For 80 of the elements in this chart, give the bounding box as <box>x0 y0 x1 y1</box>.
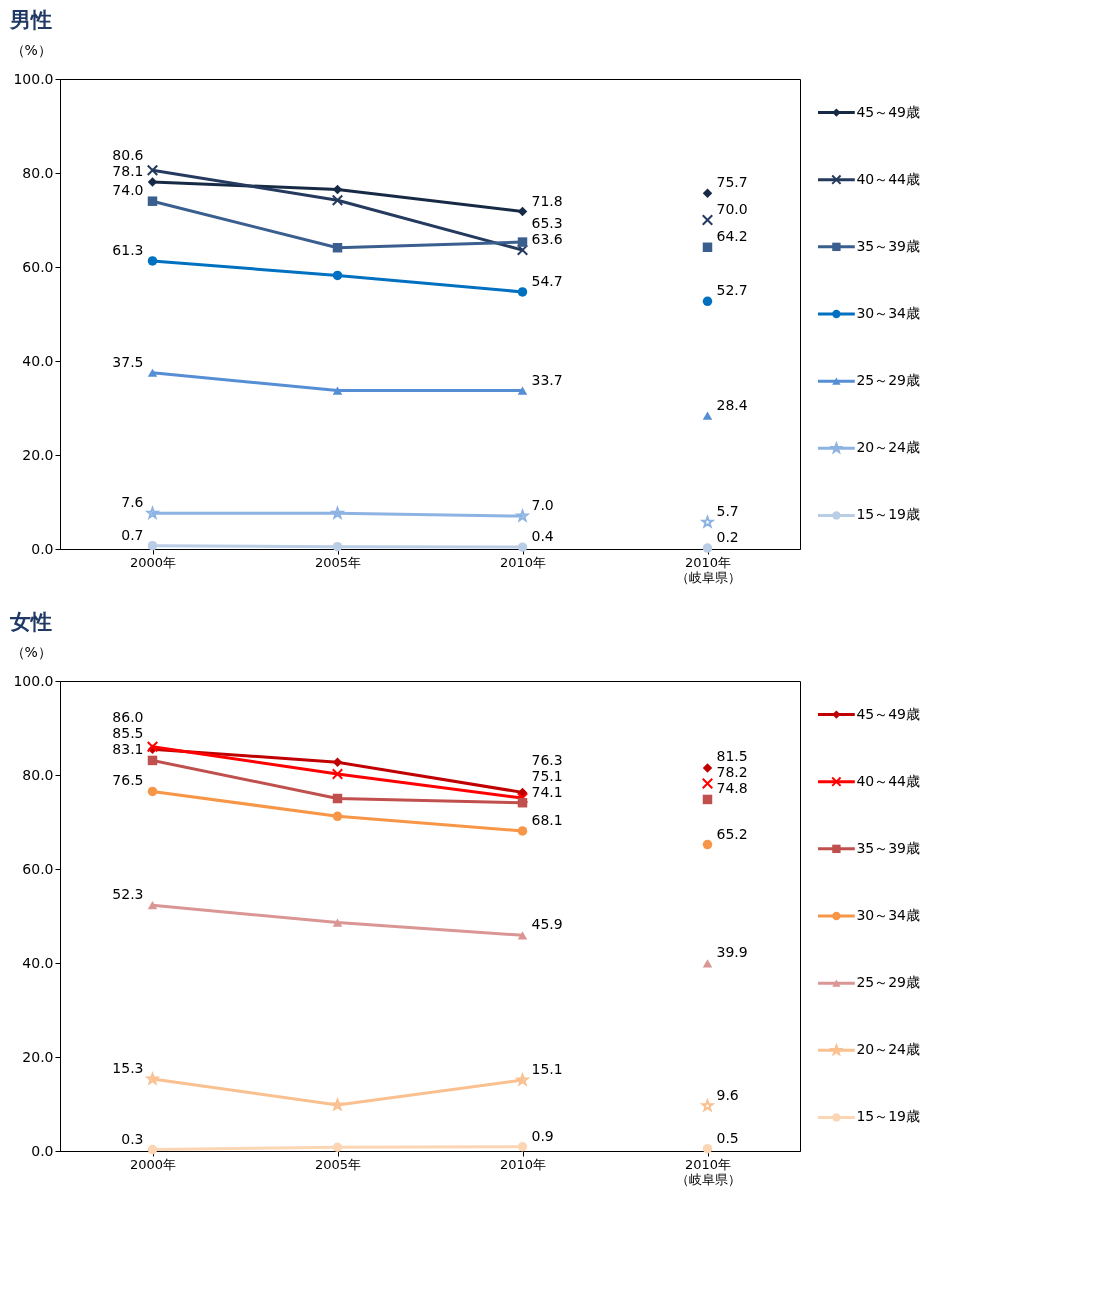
data-label: 0.4 <box>531 528 554 545</box>
y-axis-title: （%） <box>10 41 52 58</box>
y-tick-label: 80.0 <box>22 164 54 181</box>
data-label: 37.5 <box>112 353 144 370</box>
y-tick-label: 0.0 <box>31 540 54 557</box>
data-label: 86.0 <box>112 709 144 726</box>
data-label: 0.3 <box>121 1130 144 1147</box>
data-label: 52.7 <box>716 282 748 299</box>
chart-title: 男性 <box>8 7 52 32</box>
y-tick-label: 0.0 <box>31 1142 54 1159</box>
data-label: 39.9 <box>716 944 748 961</box>
legend-label: 15～19歳 <box>856 1108 921 1125</box>
data-label: 76.3 <box>531 751 563 768</box>
x-tick-label: 2005年 <box>314 1156 362 1172</box>
data-label: 63.6 <box>531 231 563 248</box>
data-label: 9.6 <box>716 1086 739 1103</box>
legend-label: 45～49歳 <box>856 103 921 120</box>
legend-label: 25～29歳 <box>856 372 921 389</box>
data-label: 0.9 <box>531 1127 554 1144</box>
legend-label: 45～49歳 <box>856 705 921 722</box>
data-label: 71.8 <box>531 192 563 209</box>
chart-title: 女性 <box>8 609 52 634</box>
data-label: 33.7 <box>531 371 563 388</box>
data-label: 76.5 <box>112 772 144 789</box>
y-tick-label: 20.0 <box>22 1048 54 1065</box>
legend-label: 20～24歳 <box>856 1041 921 1058</box>
y-tick-label: 60.0 <box>22 860 54 877</box>
y-tick-label: 60.0 <box>22 258 54 275</box>
y-tick-label: 40.0 <box>22 352 54 369</box>
data-label: 74.1 <box>531 783 563 800</box>
data-label: 0.5 <box>716 1129 739 1146</box>
data-label: 0.7 <box>121 526 144 543</box>
data-label: 28.4 <box>716 396 748 413</box>
legend-label: 25～29歳 <box>856 974 921 991</box>
data-label: 64.2 <box>716 228 748 245</box>
data-label: 7.0 <box>531 497 554 514</box>
x-tick-label: 2010年（岐阜県） <box>675 1156 741 1187</box>
data-label: 68.1 <box>531 811 563 828</box>
data-label: 78.1 <box>112 162 144 179</box>
data-label: 75.1 <box>531 767 563 784</box>
data-label: 81.5 <box>716 748 748 765</box>
data-label: 85.5 <box>112 725 144 742</box>
y-tick-label: 40.0 <box>22 954 54 971</box>
legend-label: 30～34歳 <box>856 907 921 923</box>
y-tick-label: 80.0 <box>22 766 54 783</box>
data-label: 83.1 <box>112 741 144 758</box>
y-tick-label: 100.0 <box>13 70 54 87</box>
y-tick-label: 100.0 <box>13 672 54 689</box>
data-label: 54.7 <box>531 272 563 289</box>
x-tick-label: 2010年（岐阜県） <box>675 554 741 585</box>
legend-label: 40～44歳 <box>856 772 921 789</box>
x-tick-label: 2000年 <box>129 1156 177 1172</box>
data-label: 74.0 <box>112 182 144 199</box>
data-label: 74.8 <box>716 780 748 797</box>
data-label: 65.3 <box>531 215 563 232</box>
data-label: 78.2 <box>716 764 748 781</box>
legend-label: 20～24歳 <box>856 439 921 456</box>
x-tick-label: 2005年 <box>314 554 362 570</box>
data-label: 52.3 <box>112 886 144 903</box>
data-label: 65.2 <box>716 825 748 842</box>
data-label: 80.6 <box>112 146 144 163</box>
legend-label: 35～39歳 <box>856 237 921 254</box>
data-label: 15.3 <box>112 1060 144 1077</box>
data-label: 70.0 <box>716 201 748 217</box>
x-tick-label: 2000年 <box>129 554 177 570</box>
legend-label: 40～44歳 <box>856 170 921 187</box>
legend-label: 35～39歳 <box>856 839 921 856</box>
legend-label: 15～19歳 <box>856 506 921 523</box>
data-label: 75.7 <box>716 174 748 191</box>
data-label: 7.6 <box>121 494 144 511</box>
y-tick-label: 20.0 <box>22 446 54 463</box>
x-tick-label: 2010年 <box>499 1156 547 1172</box>
data-label: 61.3 <box>112 241 144 258</box>
data-label: 45.9 <box>531 916 563 933</box>
y-axis-title: （%） <box>10 643 52 660</box>
data-label: 0.2 <box>716 529 739 546</box>
x-tick-label: 2010年 <box>499 554 547 570</box>
legend-label: 30～34歳 <box>856 305 921 321</box>
data-label: 5.7 <box>716 503 739 520</box>
data-label: 15.1 <box>531 1061 563 1078</box>
